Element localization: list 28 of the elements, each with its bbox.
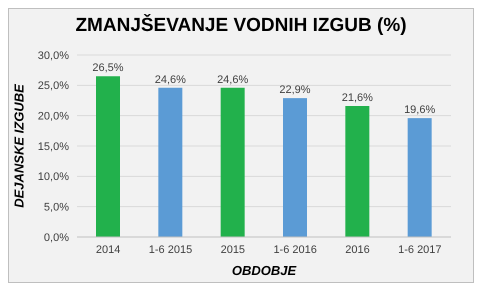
y-tick-label: 5,0% bbox=[44, 202, 70, 214]
bar bbox=[345, 106, 370, 237]
bar bbox=[158, 88, 182, 237]
y-tick-label: 20,0% bbox=[38, 110, 70, 123]
y-tick-label: 0,0% bbox=[44, 232, 70, 244]
x-axis-title: OBDOBJE bbox=[232, 263, 296, 278]
data-label: 24,6% bbox=[154, 74, 186, 86]
x-tick-label: 2014 bbox=[96, 244, 120, 256]
data-label: 21,6% bbox=[342, 92, 374, 104]
x-tick-label: 2016 bbox=[345, 244, 370, 256]
data-label: 26,5% bbox=[92, 62, 124, 74]
x-tick-label: 2015 bbox=[220, 244, 246, 256]
y-tick-label: 30,0% bbox=[38, 50, 70, 62]
data-label: 24,6% bbox=[217, 74, 248, 86]
data-label: 19,6% bbox=[404, 104, 436, 116]
bar bbox=[220, 88, 245, 237]
bar bbox=[283, 98, 307, 237]
data-label: 22,9% bbox=[279, 84, 311, 96]
bar bbox=[408, 118, 432, 237]
y-axis-title: DEJANSKE IZGUBE bbox=[12, 84, 27, 208]
y-tick-label: 15,0% bbox=[38, 140, 70, 153]
y-tick-label: 25,0% bbox=[38, 80, 70, 92]
x-tick-label: 1-6 2016 bbox=[273, 244, 317, 256]
x-tick-label: 1-6 2017 bbox=[398, 244, 442, 256]
chart-title: ZMANJŠEVANJE VODNIH IZGUB (%) bbox=[74, 13, 408, 38]
y-tick-label: 10,0% bbox=[38, 171, 70, 184]
x-tick-label: 1-6 2015 bbox=[148, 244, 192, 256]
bar bbox=[96, 76, 120, 237]
